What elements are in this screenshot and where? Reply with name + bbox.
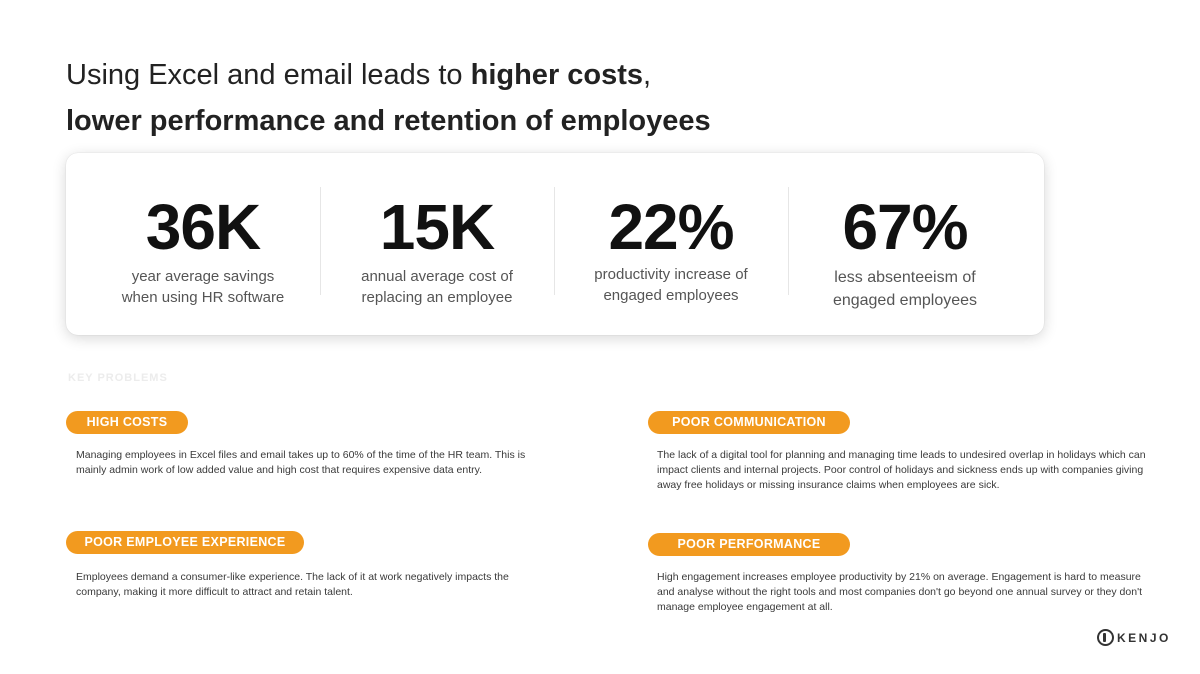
stat-replacement-cost: 15K annual average cost of replacing an … [320, 153, 554, 335]
stat-label-line: replacing an employee [361, 289, 513, 306]
stat-absenteeism: 67% less absenteeism of engaged employee… [788, 153, 1022, 335]
problem-badge-poor-communication: POOR COMMUNICATION [648, 411, 850, 434]
stat-label-line: engaged employees [603, 287, 739, 304]
title-line1-bold: higher costs [470, 59, 644, 91]
problem-text-high-costs: Managing employees in Excel files and em… [76, 449, 526, 476]
title-line2-bold: lower performance and retention of emplo… [66, 105, 711, 137]
kenjo-logo: KENJO [1097, 629, 1171, 646]
problem-badge-high-costs: HIGH COSTS [66, 411, 188, 434]
kenjo-logo-icon [1097, 629, 1114, 646]
stat-label: productivity increase of engaged employe… [554, 264, 788, 306]
problem-text-poor-performance: High engagement increases employee produ… [657, 571, 1142, 613]
stat-value: 22% [608, 191, 734, 263]
stat-label-line: productivity increase of [594, 266, 748, 283]
page-title: Using Excel and email leads to higher co… [66, 52, 711, 144]
stat-label-line: year average savings [131, 268, 275, 285]
stat-label: annual average cost of replacing an empl… [320, 266, 554, 308]
stat-divider [554, 187, 555, 295]
stat-value: 15K [379, 191, 495, 263]
stat-label: less absenteeism of engaged employees [788, 266, 1022, 312]
stat-divider [320, 187, 321, 295]
stat-label-line: annual average cost of [361, 268, 513, 285]
stat-value: 36K [145, 191, 261, 263]
stat-label-line: less absenteeism of [834, 269, 976, 286]
stat-value: 67% [842, 191, 968, 263]
stat-productivity: 22% productivity increase of engaged emp… [554, 153, 788, 335]
stat-divider [788, 187, 789, 295]
stats-card: 36K year average savings when using HR s… [66, 153, 1044, 335]
problem-text-poor-communication: The lack of a digital tool for planning … [657, 449, 1146, 491]
problem-badge-poor-performance: POOR PERFORMANCE [648, 533, 850, 556]
stat-label: year average savings when using HR softw… [86, 266, 320, 308]
title-line1-regular: Using Excel and email leads to [66, 59, 471, 91]
stat-label-line: when using HR software [121, 289, 285, 306]
title-line1-end: , [643, 59, 652, 91]
problem-badge-poor-employee-experience: POOR EMPLOYEE EXPERIENCE [66, 531, 304, 554]
stat-savings: 36K year average savings when using HR s… [86, 153, 320, 335]
section-label: KEY PROBLEMS [68, 372, 168, 384]
stat-label-line: engaged employees [832, 292, 978, 309]
problem-text-poor-employee-experience: Employees demand a consumer-like experie… [76, 571, 509, 598]
kenjo-logo-text: KENJO [1117, 630, 1171, 645]
